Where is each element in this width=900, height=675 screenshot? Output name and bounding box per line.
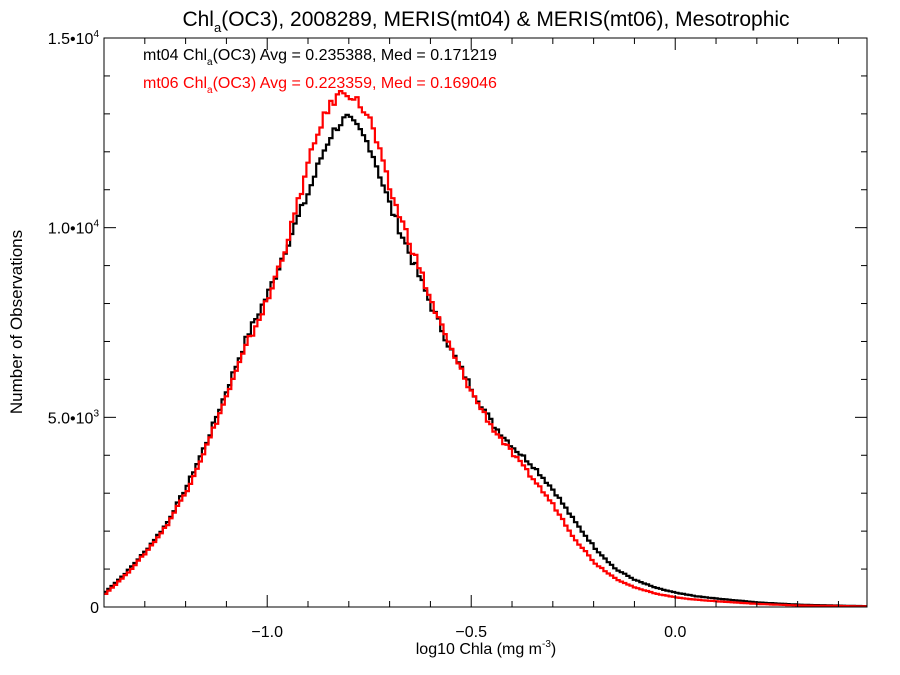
x-tick-label: −1.0 bbox=[251, 624, 283, 641]
legend-entry-2: mt06 Chla(OC3) Avg = 0.223359, Med = 0.1… bbox=[143, 75, 497, 96]
legend: mt04 Chla(OC3) Avg = 0.235388, Med = 0.1… bbox=[143, 47, 497, 96]
axis-ticks bbox=[103, 37, 867, 608]
y-tick-labels: 0 5.0•103 1.0•104 1.5•104 bbox=[48, 29, 100, 617]
x-tick-labels: −1.0 −0.5 0.0 bbox=[251, 624, 686, 641]
title-rest: (OC3), 2008289, MERIS(mt04) & MERIS(mt06… bbox=[221, 8, 789, 31]
legend-entry-1: mt04 Chla(OC3) Avg = 0.235388, Med = 0.1… bbox=[143, 47, 497, 68]
x-axis-label-text: log10 Chla (mg m bbox=[416, 641, 542, 658]
x-axis-label-sup: -3 bbox=[542, 639, 551, 650]
series-mt06-line bbox=[104, 90, 867, 608]
x-axis-label-close: ) bbox=[551, 641, 556, 658]
series-mt04-line bbox=[104, 113, 867, 608]
x-tick-label: 0.0 bbox=[664, 624, 686, 641]
plot-frame bbox=[103, 37, 868, 608]
title-prefix: Chl bbox=[182, 8, 214, 31]
chart-title: Chla(OC3), 2008289, MERIS(mt04) & MERIS(… bbox=[182, 8, 789, 35]
x-axis-label: log10 Chla (mg m-3) bbox=[416, 639, 557, 658]
y-tick-label: 5.0•103 bbox=[48, 408, 100, 427]
y-tick-label: 1.0•104 bbox=[48, 219, 100, 238]
y-tick-label: 0 bbox=[90, 600, 99, 617]
series-layer bbox=[104, 90, 867, 608]
y-axis-label: Number of Observations bbox=[7, 230, 26, 414]
title-subscript: a bbox=[214, 20, 222, 35]
y-tick-label: 1.5•104 bbox=[48, 29, 100, 48]
x-tick-label: −0.5 bbox=[455, 624, 487, 641]
